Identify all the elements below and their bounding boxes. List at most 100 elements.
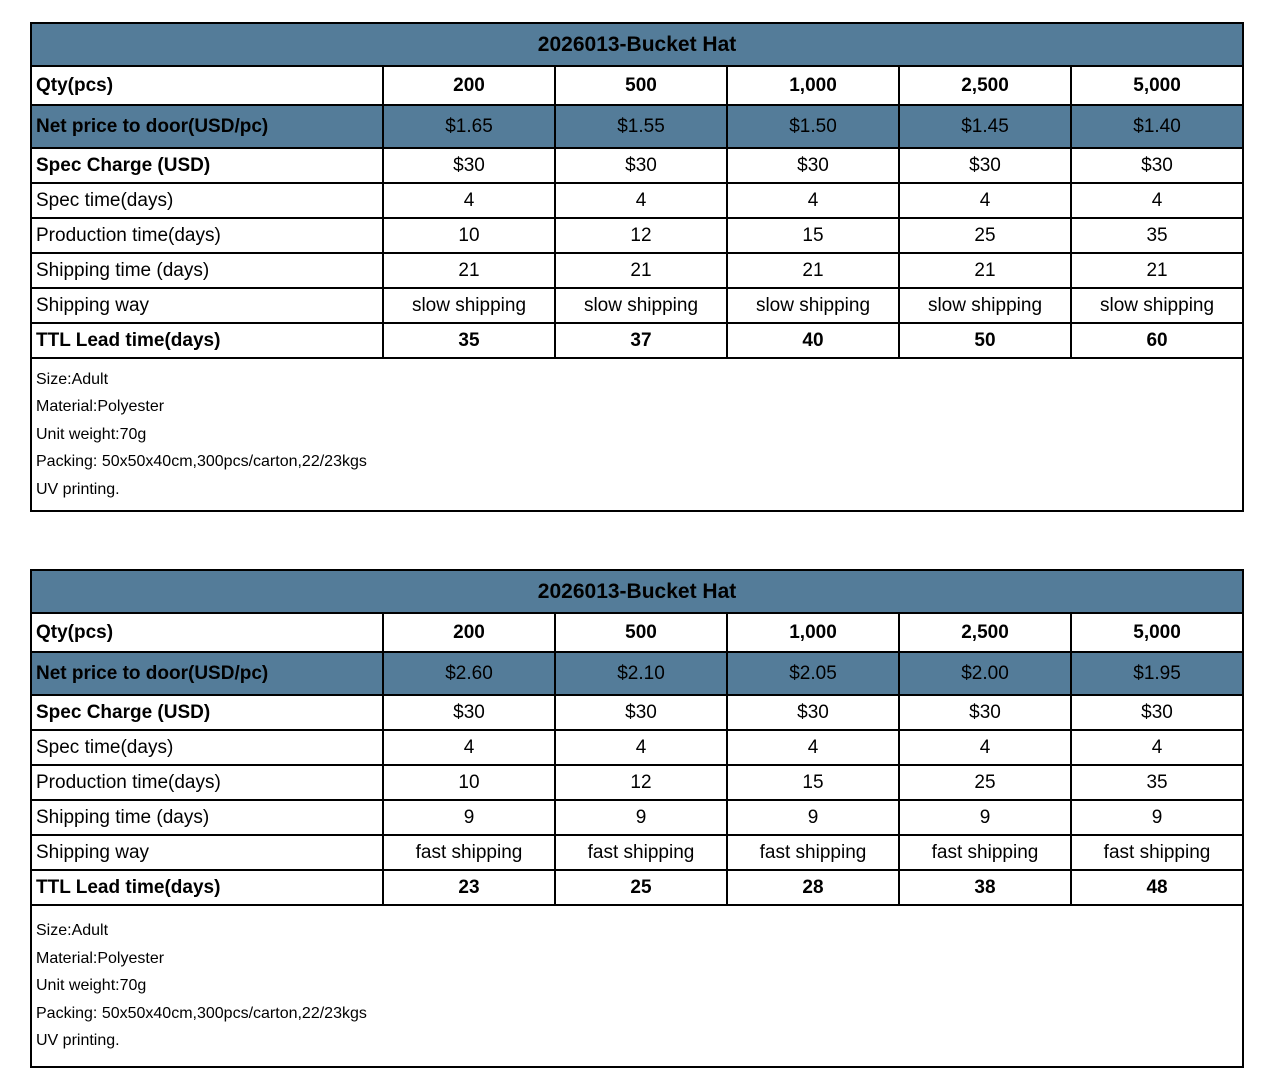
row-value-cell: 12	[554, 764, 728, 801]
row-label-cell: Shipping way	[30, 834, 384, 871]
row-value-cell: 9	[726, 799, 900, 836]
table-body: 2026013-Bucket Hat Qty(pcs) 200 500 1,000 2,5…	[29, 569, 1245, 1068]
row-value-cell: slow shipping	[726, 287, 900, 324]
qty-value-cell: 5,000	[1069, 65, 1245, 106]
table-title: 2026013-Bucket Hat	[29, 569, 1245, 614]
qty-value-cell: 200	[382, 65, 556, 106]
row-value-cell: 4	[382, 729, 556, 766]
row-value-cell: $1.40	[1069, 104, 1245, 149]
row-value-cell: 4	[554, 729, 728, 766]
row-value-cell: $2.60	[382, 651, 556, 696]
row-value-cell: $1.50	[726, 104, 900, 149]
note-line: Material:Polyester	[36, 398, 165, 416]
row-value-cell: 60	[1069, 322, 1245, 359]
row-label-cell: Spec time(days)	[30, 182, 384, 219]
table-row: Net price to door(USD/pc) $1.65 $1.55 $1.50…	[30, 104, 1245, 149]
price-tables-container: 2026013-Bucket Hat Qty(pcs) 200 500 1,000 2,5…	[29, 22, 1274, 1068]
row-value-cell: 21	[726, 252, 900, 289]
row-value-cell: 40	[726, 322, 900, 359]
row-value-cell: 4	[726, 182, 900, 219]
row-value-cell: 9	[898, 799, 1072, 836]
row-label-cell: Shipping way	[30, 287, 384, 324]
row-value-cell: 4	[1069, 182, 1245, 219]
row-value-cell: $30	[726, 147, 900, 184]
row-value-cell: $30	[382, 694, 556, 731]
table-row: Production time(days) 10 12 15 25 35	[30, 764, 1245, 801]
note-line: Material:Polyester	[36, 949, 165, 967]
row-value-cell: $30	[382, 147, 556, 184]
row-value-cell: $1.45	[898, 104, 1072, 149]
row-value-cell: fast shipping	[554, 834, 728, 871]
row-value-cell: 9	[382, 799, 556, 836]
row-value-cell: $2.00	[898, 651, 1072, 696]
table-row: Spec Charge (USD) $30 $30 $30 $30 $30	[30, 147, 1245, 184]
row-label-cell: Net price to door(USD/pc)	[30, 651, 384, 696]
row-label-cell: TTL Lead time(days)	[30, 869, 384, 906]
table-body: 2026013-Bucket Hat Qty(pcs) 200 500 1,000 2,5…	[29, 22, 1245, 512]
row-value-cell: 15	[726, 764, 900, 801]
row-value-cell: slow shipping	[382, 287, 556, 324]
notes-row: Size:Adult Material:Polyester Unit weight:…	[29, 904, 1245, 1068]
qty-row: Qty(pcs) 200 500 1,000 2,500 5,000	[30, 65, 1245, 106]
table-row: Shipping way fast shipping fast shipping fa…	[30, 834, 1245, 871]
row-value-cell: 25	[898, 764, 1072, 801]
row-value-cell: 21	[554, 252, 728, 289]
row-value-cell: 15	[726, 217, 900, 254]
qty-label-cell: Qty(pcs)	[30, 612, 384, 653]
row-label-cell: Production time(days)	[30, 217, 384, 254]
table-row: Net price to door(USD/pc) $2.60 $2.10 $2.05…	[30, 651, 1245, 696]
table-row: Spec time(days) 4 4 4 4 4	[30, 729, 1245, 766]
note-line: Packing: 50x50x40cm,300pcs/carton,22/23k…	[36, 453, 367, 471]
row-value-cell: 35	[1069, 764, 1245, 801]
row-value-cell: 21	[382, 252, 556, 289]
table-title: 2026013-Bucket Hat	[29, 22, 1245, 67]
qty-value-cell: 2,500	[898, 612, 1072, 653]
row-value-cell: 35	[382, 322, 556, 359]
row-value-cell: fast shipping	[1069, 834, 1245, 871]
note-line: Size:Adult	[36, 370, 109, 388]
row-value-cell: $2.05	[726, 651, 900, 696]
table-row: Shipping time (days) 9 9 9 9 9	[30, 799, 1245, 836]
row-label-cell: Shipping time (days)	[30, 252, 384, 289]
row-value-cell: $1.55	[554, 104, 728, 149]
title-row: 2026013-Bucket Hat	[29, 22, 1245, 67]
qty-value-cell: 200	[382, 612, 556, 653]
qty-value-cell: 2,500	[898, 65, 1072, 106]
row-value-cell: fast shipping	[726, 834, 900, 871]
row-label-cell: Spec Charge (USD)	[30, 694, 384, 731]
qty-row: Qty(pcs) 200 500 1,000 2,500 5,000	[30, 612, 1245, 653]
qty-label-cell: Qty(pcs)	[30, 65, 384, 106]
table-row: TTL Lead time(days) 23 25 28 38 48	[30, 869, 1245, 906]
row-label-cell: Shipping time (days)	[30, 799, 384, 836]
note-line: Unit weight:70g	[36, 977, 147, 995]
row-value-cell: 10	[382, 217, 556, 254]
table-row: Spec time(days) 4 4 4 4 4	[30, 182, 1245, 219]
row-value-cell: 25	[554, 869, 728, 906]
table-row: Spec Charge (USD) $30 $30 $30 $30 $30	[30, 694, 1245, 731]
row-value-cell: 4	[1069, 729, 1245, 766]
qty-value-cell: 1,000	[726, 65, 900, 106]
note-line: Packing: 50x50x40cm,300pcs/carton,22/23k…	[36, 1004, 367, 1022]
row-label-cell: Production time(days)	[30, 764, 384, 801]
row-value-cell: 50	[898, 322, 1072, 359]
price-table-slow: 2026013-Bucket Hat Qty(pcs) 200 500 1,000 2,5…	[29, 22, 1245, 512]
row-value-cell: 9	[554, 799, 728, 836]
row-label-cell: Net price to door(USD/pc)	[30, 104, 384, 149]
row-value-cell: slow shipping	[1069, 287, 1245, 324]
row-value-cell: $30	[726, 694, 900, 731]
qty-value-cell: 1,000	[726, 612, 900, 653]
row-value-cell: $30	[898, 694, 1072, 731]
row-value-cell: 4	[554, 182, 728, 219]
table-row: Shipping time (days) 21 21 21 21 21	[30, 252, 1245, 289]
row-value-cell: $1.65	[382, 104, 556, 149]
row-value-cell: 25	[898, 217, 1072, 254]
row-value-cell: $30	[554, 147, 728, 184]
note-line: UV printing.	[36, 480, 120, 498]
row-value-cell: $2.10	[554, 651, 728, 696]
row-value-cell: slow shipping	[898, 287, 1072, 324]
row-value-cell: 38	[898, 869, 1072, 906]
row-value-cell: 4	[898, 182, 1072, 219]
row-value-cell: 4	[382, 182, 556, 219]
table-row: Production time(days) 10 12 15 25 35	[30, 217, 1245, 254]
